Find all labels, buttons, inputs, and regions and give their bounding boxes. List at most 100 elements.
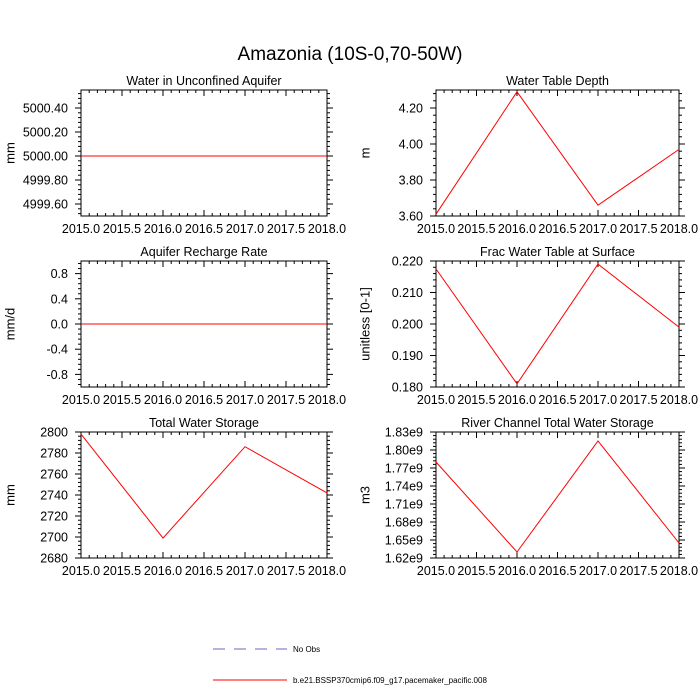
y-tick-label: 2760	[40, 468, 68, 482]
x-tick-label: 2017.5	[267, 222, 305, 236]
x-tick-label: 2015.0	[62, 222, 100, 236]
series-line	[435, 90, 680, 215]
y-axis-label: mm	[2, 484, 17, 506]
legend-label-2: b.e21.BSSP370cmip6.f09_g17.pacemaker_pac…	[293, 676, 487, 685]
y-axis-label: mm/d	[2, 308, 17, 341]
panel-6: River Channel Total Water Storage m3 2015.…	[357, 416, 698, 578]
x-tick-label: 2016.0	[498, 564, 536, 578]
x-tick-label: 2015.0	[417, 393, 455, 407]
x-tick-label: 2016.0	[144, 222, 182, 236]
y-tick-label: 0.0	[51, 318, 68, 332]
y-tick-label: 2700	[40, 531, 68, 545]
y-tick-label: 1.68e9	[385, 516, 423, 530]
x-tick-label: 2017.5	[267, 564, 305, 578]
plot-frame	[80, 431, 328, 559]
x-tick-label: 2017.5	[619, 222, 657, 236]
y-tick-label: 5000.40	[23, 102, 68, 116]
x-tick-label: 2017.0	[226, 393, 264, 407]
x-tick-label: 2016.5	[538, 393, 576, 407]
y-axis-label: unitless [0-1]	[357, 287, 372, 361]
y-tick-label: 0.190	[392, 349, 423, 363]
panel-title: Total Water Storage	[149, 416, 259, 430]
x-tick-label: 2016.5	[185, 222, 223, 236]
x-tick-label: 2018.0	[308, 393, 346, 407]
x-tick-label: 2015.0	[417, 564, 455, 578]
x-tick-label: 2018.0	[308, 222, 346, 236]
x-tick-label: 2017.0	[579, 222, 617, 236]
y-tick-label: 5000.00	[23, 150, 68, 164]
x-tick-label: 2015.5	[457, 393, 495, 407]
x-tick-label: 2015.0	[62, 564, 100, 578]
panel-title: River Channel Total Water Storage	[461, 416, 654, 430]
panel-title: Water in Unconfined Aquifer	[126, 74, 281, 88]
y-tick-label: -0.4	[46, 343, 68, 357]
panel-title: Aquifer Recharge Rate	[140, 245, 267, 259]
x-tick-label: 2018.0	[660, 564, 698, 578]
x-tick-label: 2017.5	[619, 564, 657, 578]
plot-frame	[80, 89, 328, 217]
x-tick-label: 2017.5	[267, 393, 305, 407]
y-axis-label: m3	[357, 486, 372, 504]
panel-2: Water Table Depth m 2015.0 2015.5 2016.0 2016…	[357, 74, 698, 236]
y-tick-label: 4999.60	[23, 198, 68, 212]
y-tick-label: 4.00	[399, 138, 423, 152]
series-line	[435, 440, 680, 553]
y-tick-label: 0.200	[392, 318, 423, 332]
panel-1: Water in Unconfined Aquifer mm 2015.0 2015.…	[2, 74, 346, 236]
x-tick-label: 2016.0	[498, 393, 536, 407]
y-tick-label: 1.74e9	[385, 480, 423, 494]
x-tick-label: 2018.0	[660, 393, 698, 407]
y-tick-label: 2800	[40, 426, 68, 440]
y-tick-label: 4.20	[399, 102, 423, 116]
x-tick-label: 2017.5	[619, 393, 657, 407]
y-tick-label: 1.62e9	[385, 552, 423, 566]
panel-title: Water Table Depth	[506, 74, 609, 88]
x-tick-label: 2016.5	[538, 222, 576, 236]
y-tick-label: 0.8	[51, 267, 68, 281]
y-axis-label: m	[357, 148, 372, 159]
y-tick-label: 3.60	[399, 210, 423, 224]
figure-title: Amazonia (10S-0,70-50W)	[238, 44, 463, 65]
legend: No Obs b.e21.BSSP370cmip6.f09_g17.pacemak…	[213, 645, 487, 685]
x-tick-label: 2016.0	[144, 393, 182, 407]
y-tick-label: 1.77e9	[385, 462, 423, 476]
y-tick-label: -0.8	[46, 368, 68, 382]
y-tick-label: 2680	[40, 552, 68, 566]
x-tick-label: 2015.5	[457, 222, 495, 236]
panel-4: Frac Water Table at Surface unitless [0-1…	[357, 245, 698, 407]
y-tick-label: 0.220	[392, 255, 423, 269]
y-tick-label: 2720	[40, 510, 68, 524]
x-tick-label: 2016.5	[538, 564, 576, 578]
y-axis-label: mm	[2, 142, 17, 164]
series-line	[80, 433, 328, 539]
x-tick-label: 2016.0	[144, 564, 182, 578]
x-tick-label: 2015.5	[103, 393, 141, 407]
legend-label-1: No Obs	[293, 645, 320, 654]
plot-frame	[435, 431, 680, 559]
x-tick-label: 2018.0	[660, 222, 698, 236]
x-tick-label: 2018.0	[308, 564, 346, 578]
x-tick-label: 2015.0	[417, 222, 455, 236]
x-tick-label: 2017.0	[226, 222, 264, 236]
series-line	[435, 263, 680, 385]
y-tick-label: 0.210	[392, 286, 423, 300]
x-tick-label: 2015.5	[457, 564, 495, 578]
x-tick-label: 2017.0	[579, 393, 617, 407]
x-tick-label: 2016.5	[185, 393, 223, 407]
y-tick-label: 0.180	[392, 381, 423, 395]
x-tick-label: 2015.5	[103, 222, 141, 236]
y-tick-label: 5000.20	[23, 126, 68, 140]
y-tick-label: 4999.80	[23, 174, 68, 188]
x-tick-label: 2016.5	[185, 564, 223, 578]
y-tick-label: 0.4	[51, 292, 68, 306]
x-tick-label: 2017.0	[579, 564, 617, 578]
y-tick-label: 1.80e9	[385, 444, 423, 458]
x-tick-label: 2017.0	[226, 564, 264, 578]
y-tick-label: 1.83e9	[385, 426, 423, 440]
y-tick-label: 1.71e9	[385, 498, 423, 512]
x-tick-label: 2015.5	[103, 564, 141, 578]
